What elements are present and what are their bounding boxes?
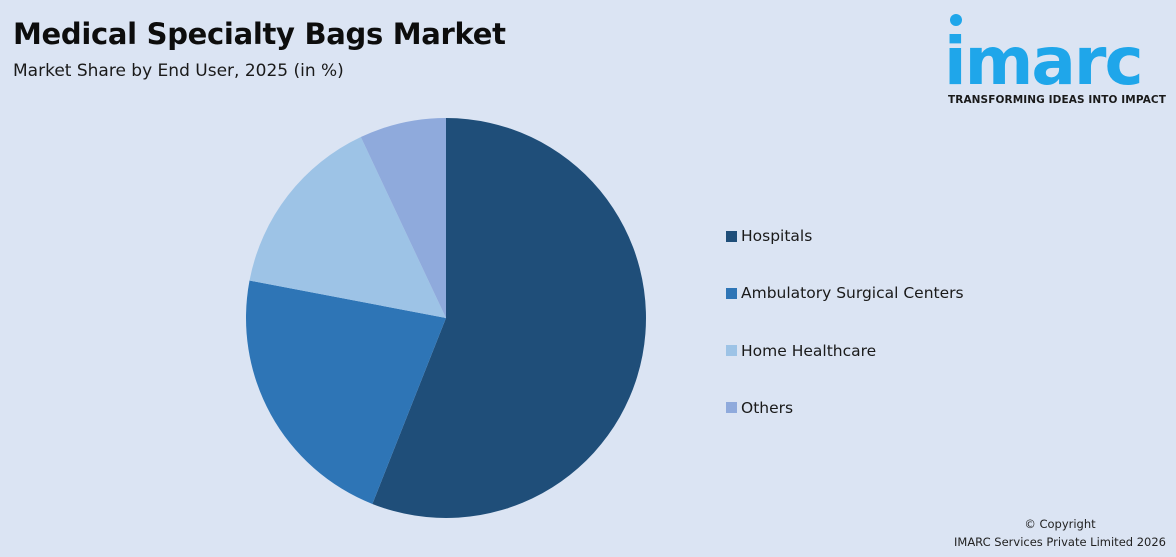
legend-item-others: Others <box>726 396 964 420</box>
svg-text:imarc: imarc <box>944 23 1142 92</box>
pie-slice-hospitals <box>372 118 647 518</box>
copyright-notice: © Copyright IMARC Services Private Limit… <box>954 515 1166 551</box>
legend-label: Others <box>741 398 794 417</box>
chart-legend: Hospitals Ambulatory Surgical Centers Ho… <box>726 224 964 453</box>
copyright-line-2: IMARC Services Private Limited 2026 <box>954 535 1166 549</box>
chart-subtitle: Market Share by End User, 2025 (in %) <box>13 61 344 81</box>
chart-title: Medical Specialty Bags Market <box>13 17 506 51</box>
pie-slice-ambulatory-surgical-centers <box>246 280 446 504</box>
legend-item-home-healthcare: Home Healthcare <box>726 339 964 363</box>
legend-swatch-icon <box>726 287 737 299</box>
legend-swatch-icon <box>726 345 737 357</box>
legend-label: Hospitals <box>741 227 813 245</box>
legend-swatch-icon <box>726 230 737 242</box>
imarc-wordmark-icon: imarc <box>944 14 1144 92</box>
logo-tagline: TRANSFORMING IDEAS INTO IMPACT <box>948 94 1166 106</box>
legend-item-ambulatory-surgical-centers: Ambulatory Surgical Centers <box>726 281 964 305</box>
pie-slice-home-healthcare <box>249 137 446 318</box>
legend-label: Ambulatory Surgical Centers <box>741 284 964 303</box>
copyright-line-1: © Copyright <box>1024 517 1096 531</box>
legend-item-hospitals: Hospitals <box>726 224 964 248</box>
legend-label: Home Healthcare <box>741 341 877 360</box>
legend-swatch-icon <box>726 402 737 414</box>
imarc-logo: imarc <box>944 12 1170 108</box>
pie-slice-others <box>360 118 446 318</box>
